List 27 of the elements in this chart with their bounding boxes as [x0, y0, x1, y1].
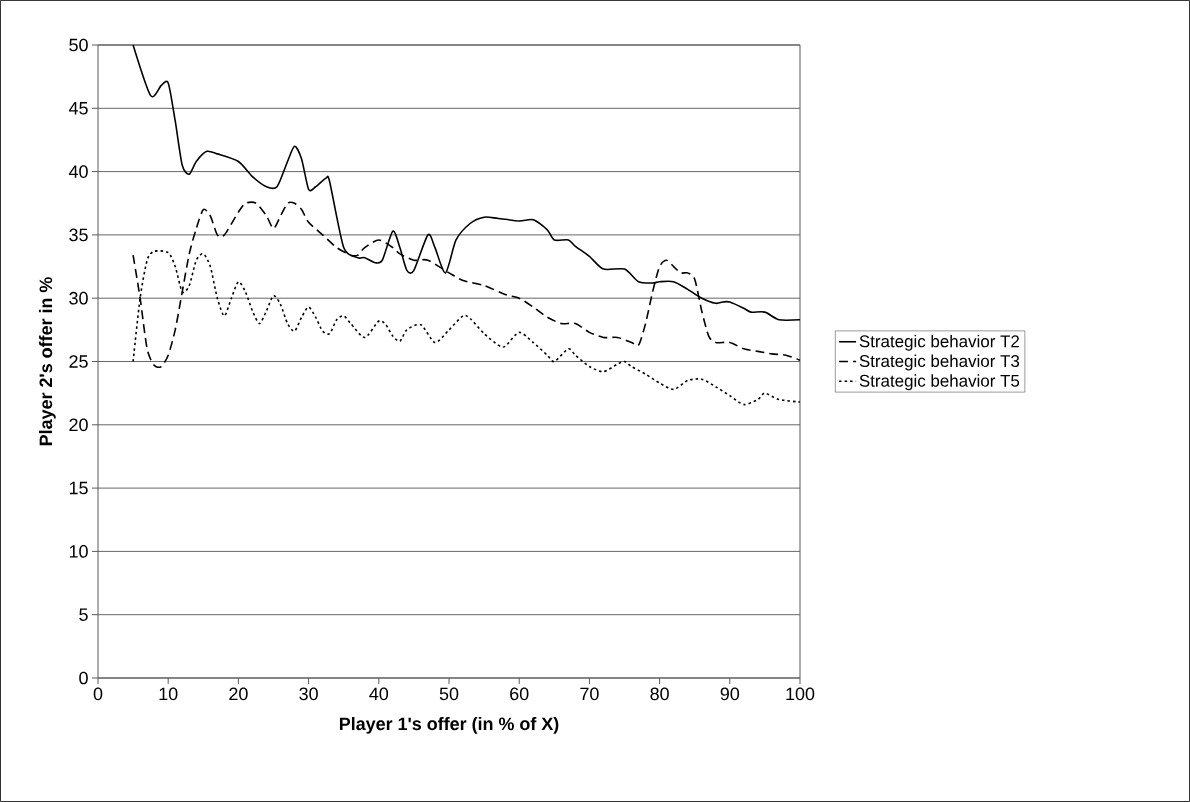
- y-tick-label: 30: [69, 291, 88, 305]
- x-tick-label: 60: [510, 687, 529, 701]
- y-tick-label: 40: [68, 165, 88, 178]
- x-tick-label: 20: [229, 687, 248, 701]
- y-tick-label: 5: [79, 608, 88, 621]
- y-tick-label: 15: [69, 481, 88, 495]
- y-tick-label: 10: [69, 545, 88, 558]
- y-tick-label: 25: [69, 355, 88, 368]
- x-tick-label: 50: [439, 687, 459, 701]
- y-axis-title: Player 2's offer in %: [39, 277, 56, 446]
- x-tick-label: 100: [786, 687, 815, 701]
- x-tick-label: 10: [159, 687, 178, 701]
- y-tick-label: 45: [68, 102, 88, 115]
- x-tick-label: 30: [299, 687, 318, 701]
- legend-label: Strategic behavior T5: [859, 374, 1020, 391]
- legend-label: Strategic behavior T2: [859, 334, 1019, 351]
- legend-label: Strategic behavior T3: [859, 354, 1020, 371]
- y-tick-label: 20: [69, 418, 88, 432]
- x-tick-label: 70: [580, 687, 599, 701]
- x-tick-label: 80: [650, 687, 669, 701]
- x-axis-title: Player 1's offer (in % of X): [339, 716, 559, 734]
- x-tick-label: 0: [93, 687, 103, 701]
- x-tick-label: 40: [369, 687, 389, 701]
- y-tick-label: 35: [69, 228, 88, 242]
- y-tick-label: 0: [79, 671, 88, 685]
- y-tick-label: 50: [69, 38, 88, 52]
- x-tick-label: 90: [720, 687, 740, 701]
